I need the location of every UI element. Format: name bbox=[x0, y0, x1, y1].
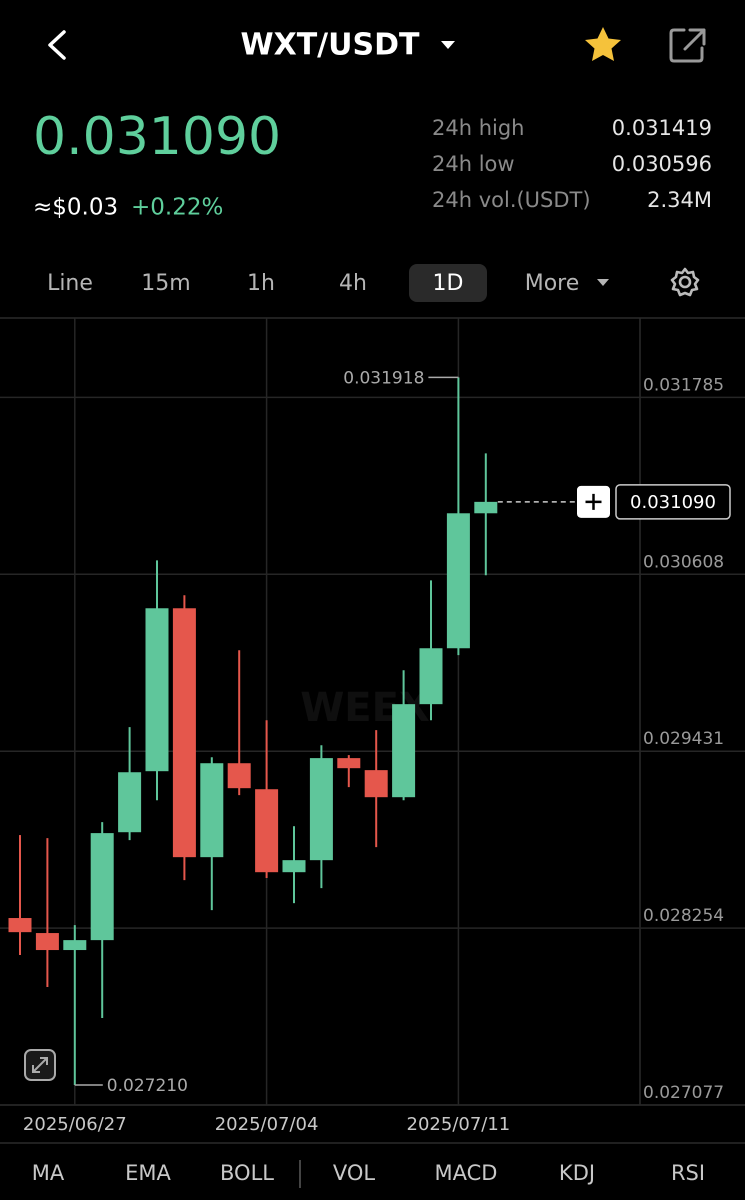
candle-body bbox=[35, 933, 59, 951]
candle-body bbox=[118, 772, 142, 833]
candle-body bbox=[337, 758, 361, 769]
active-tab-bg bbox=[409, 264, 487, 302]
last-price-box bbox=[615, 484, 731, 520]
indicator-tab[interactable]: RSI bbox=[671, 1161, 705, 1185]
indicator-tab[interactable]: KDJ bbox=[559, 1161, 595, 1185]
stats: 24h high 0.031419 24h low 0.030596 24h vol.(… bbox=[432, 116, 712, 212]
y-tick-label: 0.028254 bbox=[643, 906, 724, 926]
interval-tabs: Line 15m 1h 4h 1D More bbox=[47, 271, 609, 296]
y-tick-label: 0.030608 bbox=[643, 552, 724, 572]
favorite-star[interactable] bbox=[585, 27, 621, 61]
candle-body bbox=[200, 763, 224, 858]
candle-body bbox=[474, 501, 498, 514]
last-price-label: 0.031090 bbox=[630, 492, 716, 513]
candle-body bbox=[282, 860, 306, 873]
indicator-tab[interactable]: MACD bbox=[435, 1161, 498, 1185]
y-tick-label: 0.029431 bbox=[643, 729, 724, 749]
candle-body bbox=[364, 770, 388, 798]
interval-tab[interactable]: Line bbox=[47, 271, 93, 296]
stat-value: 0.030596 bbox=[612, 152, 712, 176]
candle-body bbox=[419, 648, 443, 705]
price-change: +0.22% bbox=[131, 195, 223, 221]
crosshair-plus[interactable] bbox=[585, 493, 602, 510]
y-tick-label: 0.031785 bbox=[643, 375, 724, 395]
fullscreen-button[interactable] bbox=[24, 1049, 56, 1081]
grid: 0.031785 0.030608 0.029431 0.028254 0.027077… bbox=[0, 318, 745, 1135]
usd-price: ≈$0.03 bbox=[33, 195, 118, 221]
interval-tab[interactable]: 15m bbox=[141, 271, 190, 296]
indicator-tab[interactable]: EMA bbox=[125, 1161, 171, 1185]
x-tick-label: 2025/06/27 bbox=[23, 1114, 127, 1135]
candle-body bbox=[309, 758, 333, 861]
candle-body bbox=[172, 608, 196, 858]
more-caret[interactable] bbox=[597, 279, 609, 286]
candle-body bbox=[392, 704, 416, 798]
stat-value: 0.031419 bbox=[612, 116, 712, 140]
pair-dropdown[interactable] bbox=[441, 41, 455, 49]
candle-body bbox=[63, 940, 87, 951]
indicator-tabs: MA EMA BOLL VOL MACD KDJ RSI bbox=[32, 1161, 705, 1185]
candle-body bbox=[446, 513, 470, 649]
candles bbox=[8, 377, 498, 1086]
stat-label: 24h vol.(USDT) bbox=[432, 188, 591, 212]
low-marker-label: 0.027210 bbox=[107, 1076, 188, 1096]
stat-value: 2.34M bbox=[647, 188, 712, 212]
high-marker-label: 0.031918 bbox=[343, 368, 424, 388]
candle-body bbox=[255, 789, 279, 873]
settings-button[interactable] bbox=[670, 267, 700, 297]
interval-tab[interactable]: 1h bbox=[247, 271, 275, 296]
interval-tab[interactable]: More bbox=[525, 271, 580, 296]
indicator-tab[interactable]: BOLL bbox=[220, 1161, 274, 1185]
interval-tab[interactable]: 1D bbox=[433, 271, 464, 296]
candle-body bbox=[90, 833, 114, 941]
stat-label: 24h high bbox=[432, 116, 525, 140]
indicator-tab[interactable]: VOL bbox=[333, 1161, 376, 1185]
y-tick-label: 0.027077 bbox=[643, 1083, 724, 1103]
indicator-tab[interactable]: MA bbox=[32, 1161, 65, 1185]
share-button[interactable] bbox=[669, 28, 706, 63]
interval-tab[interactable]: 4h bbox=[339, 271, 367, 296]
stat-label: 24h low bbox=[432, 152, 515, 176]
candle-body bbox=[227, 763, 251, 789]
last-price: 0.031090 bbox=[33, 107, 281, 167]
candle-body bbox=[145, 608, 169, 772]
pair-title[interactable]: WXT/USDT bbox=[241, 28, 421, 63]
candle-body bbox=[8, 918, 32, 933]
x-tick-label: 2025/07/04 bbox=[215, 1114, 319, 1135]
overlay: 0.031090 0.031918 0.027210 bbox=[74, 368, 731, 1096]
back-button[interactable] bbox=[48, 30, 66, 60]
x-tick-label: 2025/07/11 bbox=[407, 1114, 511, 1135]
